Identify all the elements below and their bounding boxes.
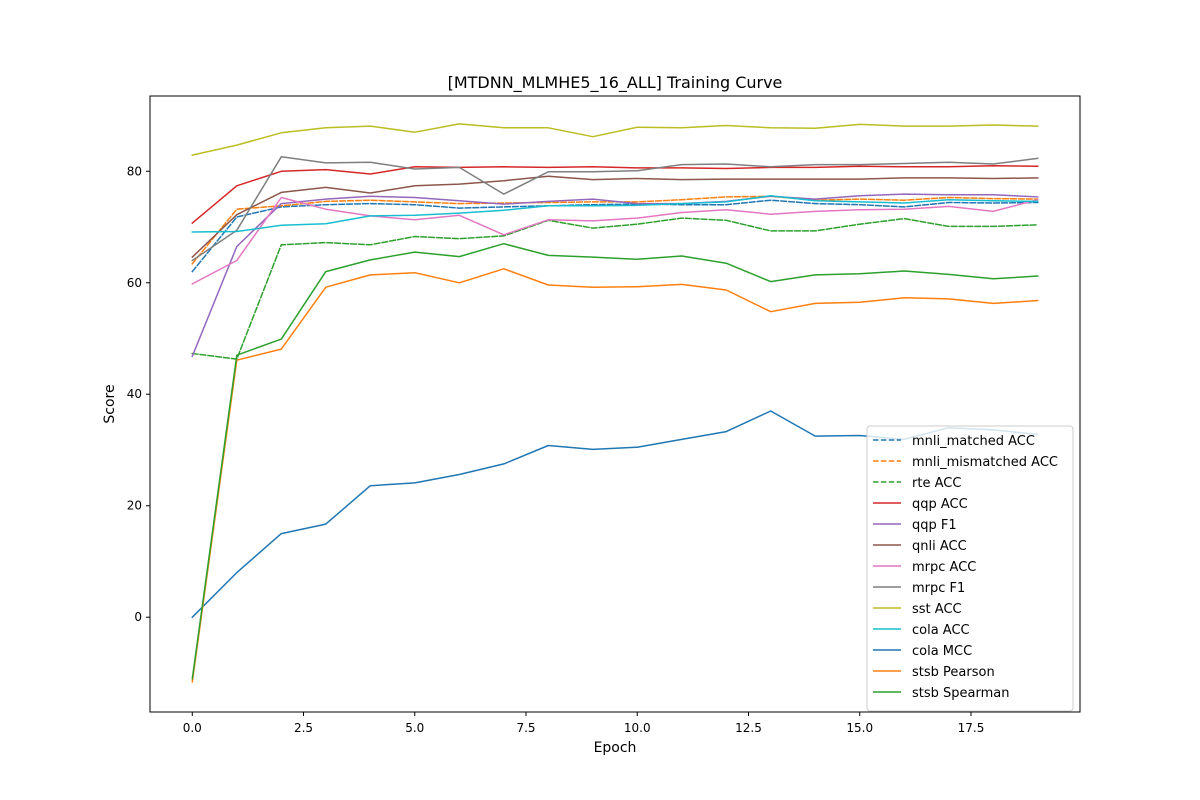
series-line-4	[191, 193, 1039, 358]
axes-frame	[149, 95, 1081, 713]
y-tick-label: 40	[127, 387, 142, 401]
x-tick-label: 10.0	[624, 721, 651, 735]
y-tick-label: 60	[127, 276, 142, 290]
legend-label-5: qnli ACC	[912, 539, 967, 554]
x-axis-ticks: 0.0 2.5 5.0 7.5 10.0 12.5 15.0 17.5	[183, 712, 985, 735]
legend-label-9: cola ACC	[912, 623, 970, 638]
x-tick-label: 12.5	[735, 721, 762, 735]
x-tick-label: 15.0	[846, 721, 873, 735]
x-tick-label: 7.5	[516, 721, 535, 735]
series-line-0	[191, 199, 1039, 273]
series-line-3	[191, 164, 1039, 225]
series-line-11	[191, 268, 1039, 683]
legend-label-3: qqp ACC	[912, 497, 968, 512]
x-axis-label: Epoch	[594, 740, 637, 756]
x-tick-label: 0.0	[183, 721, 202, 735]
legend-label-11: stsb Pearson	[912, 665, 995, 680]
series-line-9	[191, 195, 1039, 233]
y-tick-label: 0	[134, 610, 142, 624]
legend-label-0: mnli_matched ACC	[912, 434, 1035, 449]
series-line-5	[191, 175, 1039, 259]
legend-label-6: mrpc ACC	[912, 560, 976, 575]
legend-label-4: qqp F1	[912, 518, 957, 533]
y-axis-label: Score	[102, 384, 118, 423]
series-line-1	[191, 195, 1039, 265]
x-tick-label: 2.5	[294, 721, 313, 735]
series-line-8	[191, 123, 1039, 156]
series-line-12	[191, 242, 1039, 680]
y-tick-label: 20	[127, 499, 142, 513]
legend-box	[866, 425, 1074, 712]
chart-title: [MTDNN_MLMHE5_16_ALL] Training Curve	[448, 73, 783, 93]
y-tick-label: 80	[127, 164, 142, 178]
x-tick-label: 17.5	[958, 721, 985, 735]
series-line-6	[191, 196, 1039, 285]
legend-label-1: mnli_mismatched ACC	[912, 455, 1058, 470]
series-line-2	[191, 217, 1039, 360]
series-line-7	[191, 156, 1039, 262]
y-axis-ticks: 0 20 40 60 80	[127, 164, 150, 624]
legend-label-8: sst ACC	[912, 602, 962, 617]
legend-label-10: cola MCC	[912, 644, 972, 659]
legend-label-12: stsb Spearman	[912, 686, 1009, 701]
legend-label-2: rte ACC	[912, 476, 961, 491]
legend: mnli_matched ACC mnli_mismatched ACC rte A…	[866, 425, 1074, 712]
legend-label-7: mrpc F1	[912, 581, 965, 596]
x-tick-label: 5.0	[405, 721, 424, 735]
